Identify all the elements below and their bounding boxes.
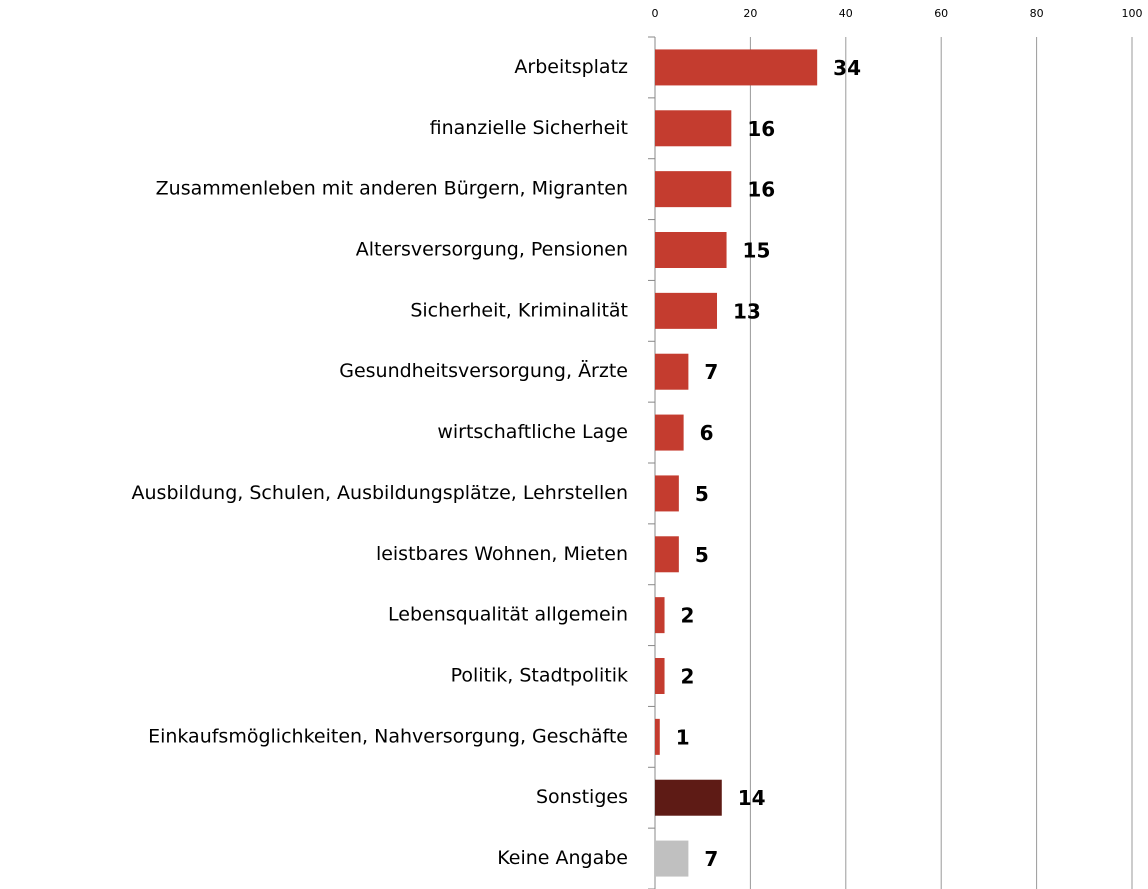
bar [655, 171, 732, 208]
category-label: Gesundheitsversorgung, Ärzte [339, 359, 628, 382]
x-tick-label: 0 [652, 7, 659, 20]
bar [655, 292, 718, 329]
value-label: 16 [747, 117, 775, 141]
category-label: Lebensqualität allgemein [388, 604, 628, 626]
value-label: 13 [733, 299, 761, 323]
bar [655, 232, 727, 268]
category-label: Politik, Stadtpolitik [451, 665, 628, 687]
category-label: Altersversorgung, Pensionen [356, 239, 628, 261]
bar [655, 49, 818, 86]
bar [655, 414, 684, 451]
category-label: Keine Angabe [497, 847, 628, 869]
category-label: Arbeitsplatz [514, 56, 628, 78]
value-label: 2 [681, 604, 695, 628]
value-label: 7 [704, 360, 718, 384]
x-tick-label: 40 [839, 7, 853, 20]
x-tick-label: 100 [1122, 7, 1143, 20]
value-label: 5 [695, 482, 709, 506]
bar [655, 597, 665, 634]
bar [655, 353, 689, 390]
value-label: 1 [676, 725, 690, 749]
bar [655, 658, 665, 694]
bar [655, 536, 679, 573]
category-label: Zusammenleben mit anderen Bürgern, Migra… [156, 178, 628, 200]
category-label: Einkaufsmöglichkeiten, Nahversorgung, Ge… [148, 725, 628, 747]
value-label: 34 [833, 56, 861, 80]
value-label: 7 [704, 847, 718, 871]
category-label: leistbares Wohnen, Mieten [376, 543, 628, 565]
bar [655, 110, 732, 147]
x-tick-label: 80 [1030, 7, 1044, 20]
value-label: 2 [681, 665, 695, 689]
category-label: Ausbildung, Schulen, Ausbildungsplätze, … [132, 482, 628, 504]
bar [655, 840, 689, 877]
bar [655, 718, 660, 755]
category-label: Sicherheit, Kriminalität [410, 299, 628, 321]
value-label: 6 [700, 421, 714, 445]
x-tick-label: 60 [934, 7, 948, 20]
bar [655, 779, 722, 816]
value-label: 14 [738, 786, 766, 810]
category-label: Sonstiges [536, 786, 628, 808]
x-tick-label: 20 [743, 7, 757, 20]
bar [655, 475, 679, 512]
value-label: 15 [743, 239, 771, 263]
category-label: wirtschaftliche Lage [437, 421, 628, 443]
value-label: 5 [695, 543, 709, 567]
value-label: 16 [747, 178, 775, 202]
category-label: finanzielle Sicherheit [430, 117, 628, 139]
